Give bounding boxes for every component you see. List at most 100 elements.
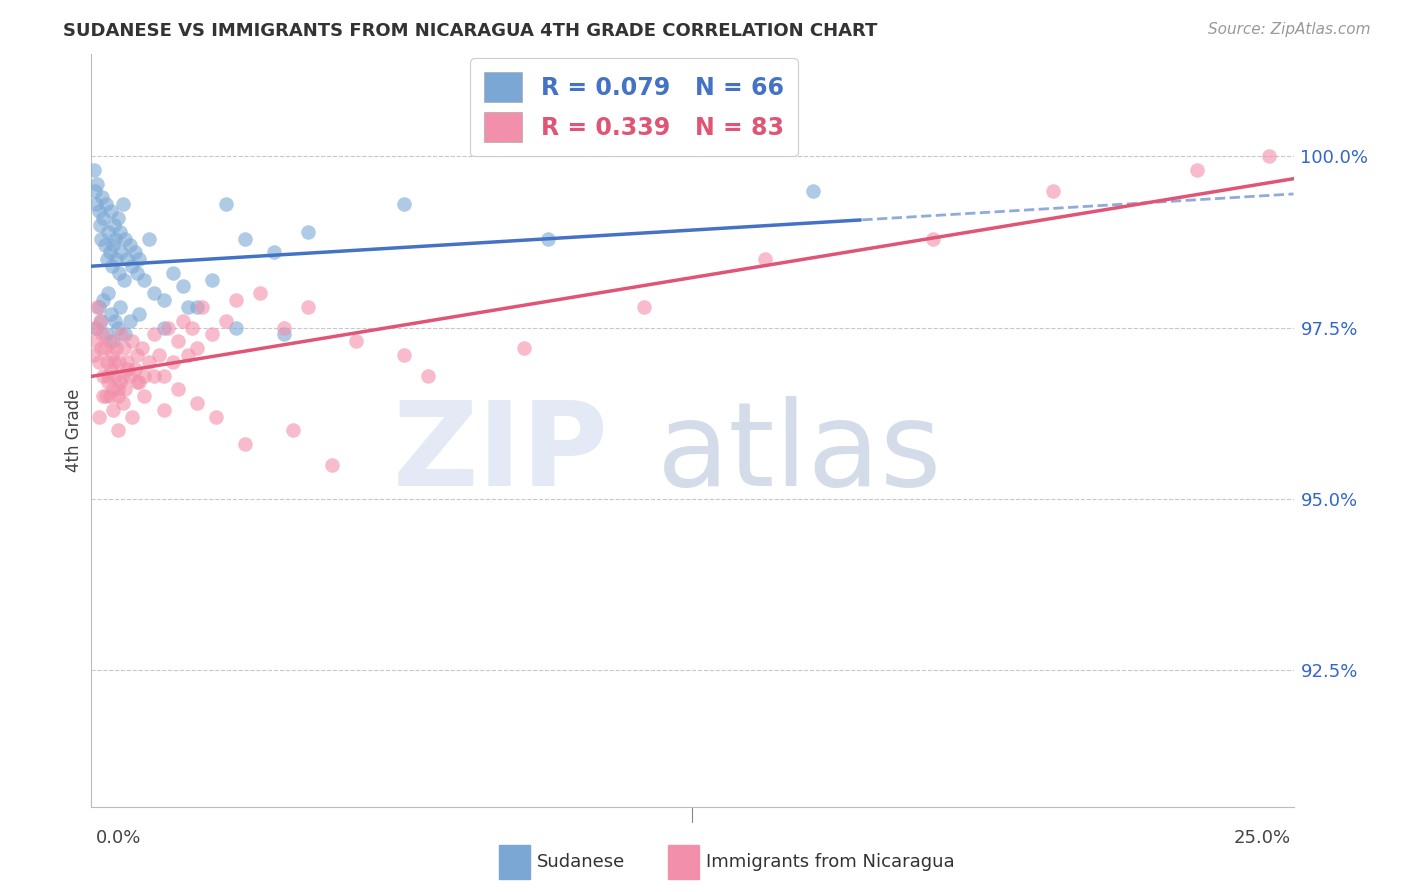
Point	[321, 458, 343, 472]
Point	[114, 231, 136, 245]
Point	[83, 163, 105, 178]
Point	[131, 341, 153, 355]
Point	[97, 376, 120, 390]
Point	[392, 197, 415, 211]
Point	[114, 327, 136, 342]
Point	[186, 341, 208, 355]
Point	[134, 368, 156, 383]
Point	[84, 184, 107, 198]
Point	[84, 334, 107, 349]
Point	[283, 423, 305, 437]
Point	[84, 197, 107, 211]
Point	[121, 409, 143, 424]
Point	[103, 218, 125, 232]
Point	[152, 368, 174, 383]
Point	[110, 300, 132, 314]
Point	[110, 376, 132, 390]
Point	[1042, 184, 1064, 198]
Point	[125, 348, 148, 362]
Point	[108, 266, 131, 280]
Point	[117, 361, 139, 376]
Point	[118, 314, 141, 328]
Point	[181, 320, 204, 334]
Text: 0.0%: 0.0%	[96, 829, 141, 847]
Text: 25.0%: 25.0%	[1233, 829, 1291, 847]
Point	[111, 197, 134, 211]
Point	[152, 402, 174, 417]
Legend: R = 0.079   N = 66, R = 0.339   N = 83: R = 0.079 N = 66, R = 0.339 N = 83	[470, 58, 797, 156]
Point	[134, 389, 156, 403]
Point	[162, 355, 184, 369]
Point	[94, 238, 117, 252]
Point	[103, 355, 125, 369]
Point	[128, 307, 150, 321]
Point	[87, 204, 110, 219]
Point	[90, 231, 112, 245]
Point	[273, 320, 295, 334]
Point	[87, 300, 110, 314]
Point	[249, 286, 271, 301]
Point	[124, 361, 146, 376]
Point	[100, 361, 122, 376]
Point	[297, 300, 319, 314]
Point	[94, 197, 117, 211]
Point	[105, 252, 128, 266]
Point	[297, 225, 319, 239]
Point	[157, 320, 180, 334]
Point	[83, 348, 105, 362]
Point	[111, 396, 134, 410]
Point	[117, 355, 139, 369]
Point	[98, 389, 121, 403]
Point	[93, 368, 115, 383]
Point	[118, 368, 141, 383]
Point	[263, 245, 285, 260]
Point	[138, 231, 160, 245]
Point	[101, 402, 124, 417]
Point	[167, 334, 190, 349]
Text: ZIP: ZIP	[392, 395, 609, 510]
Point	[142, 327, 165, 342]
Point	[633, 300, 655, 314]
Point	[121, 334, 143, 349]
Point	[97, 286, 120, 301]
Point	[108, 355, 131, 369]
Point	[107, 211, 129, 225]
Point	[117, 252, 139, 266]
Point	[1258, 149, 1281, 163]
Point	[91, 327, 114, 342]
Point	[107, 320, 129, 334]
Point	[142, 286, 165, 301]
Point	[87, 355, 110, 369]
Point	[114, 382, 136, 396]
Point	[215, 197, 238, 211]
Text: atlas: atlas	[657, 395, 942, 510]
Point	[104, 368, 127, 383]
Point	[94, 341, 117, 355]
Point	[97, 225, 120, 239]
Point	[128, 376, 150, 390]
Point	[215, 314, 238, 328]
Point	[100, 204, 122, 219]
Point	[537, 231, 560, 245]
Point	[416, 368, 439, 383]
Point	[128, 252, 150, 266]
Point	[98, 245, 121, 260]
Point	[801, 184, 824, 198]
Point	[392, 348, 415, 362]
Point	[118, 238, 141, 252]
Point	[86, 177, 108, 191]
Point	[90, 341, 112, 355]
Point	[922, 231, 945, 245]
Point	[344, 334, 367, 349]
Point	[513, 341, 536, 355]
Point	[186, 300, 208, 314]
Point	[273, 327, 295, 342]
Point	[112, 341, 135, 355]
Point	[233, 437, 256, 451]
Point	[90, 314, 112, 328]
Point	[138, 355, 160, 369]
Point	[100, 259, 122, 273]
Point	[200, 272, 222, 286]
Point	[167, 382, 190, 396]
Point	[97, 368, 120, 383]
